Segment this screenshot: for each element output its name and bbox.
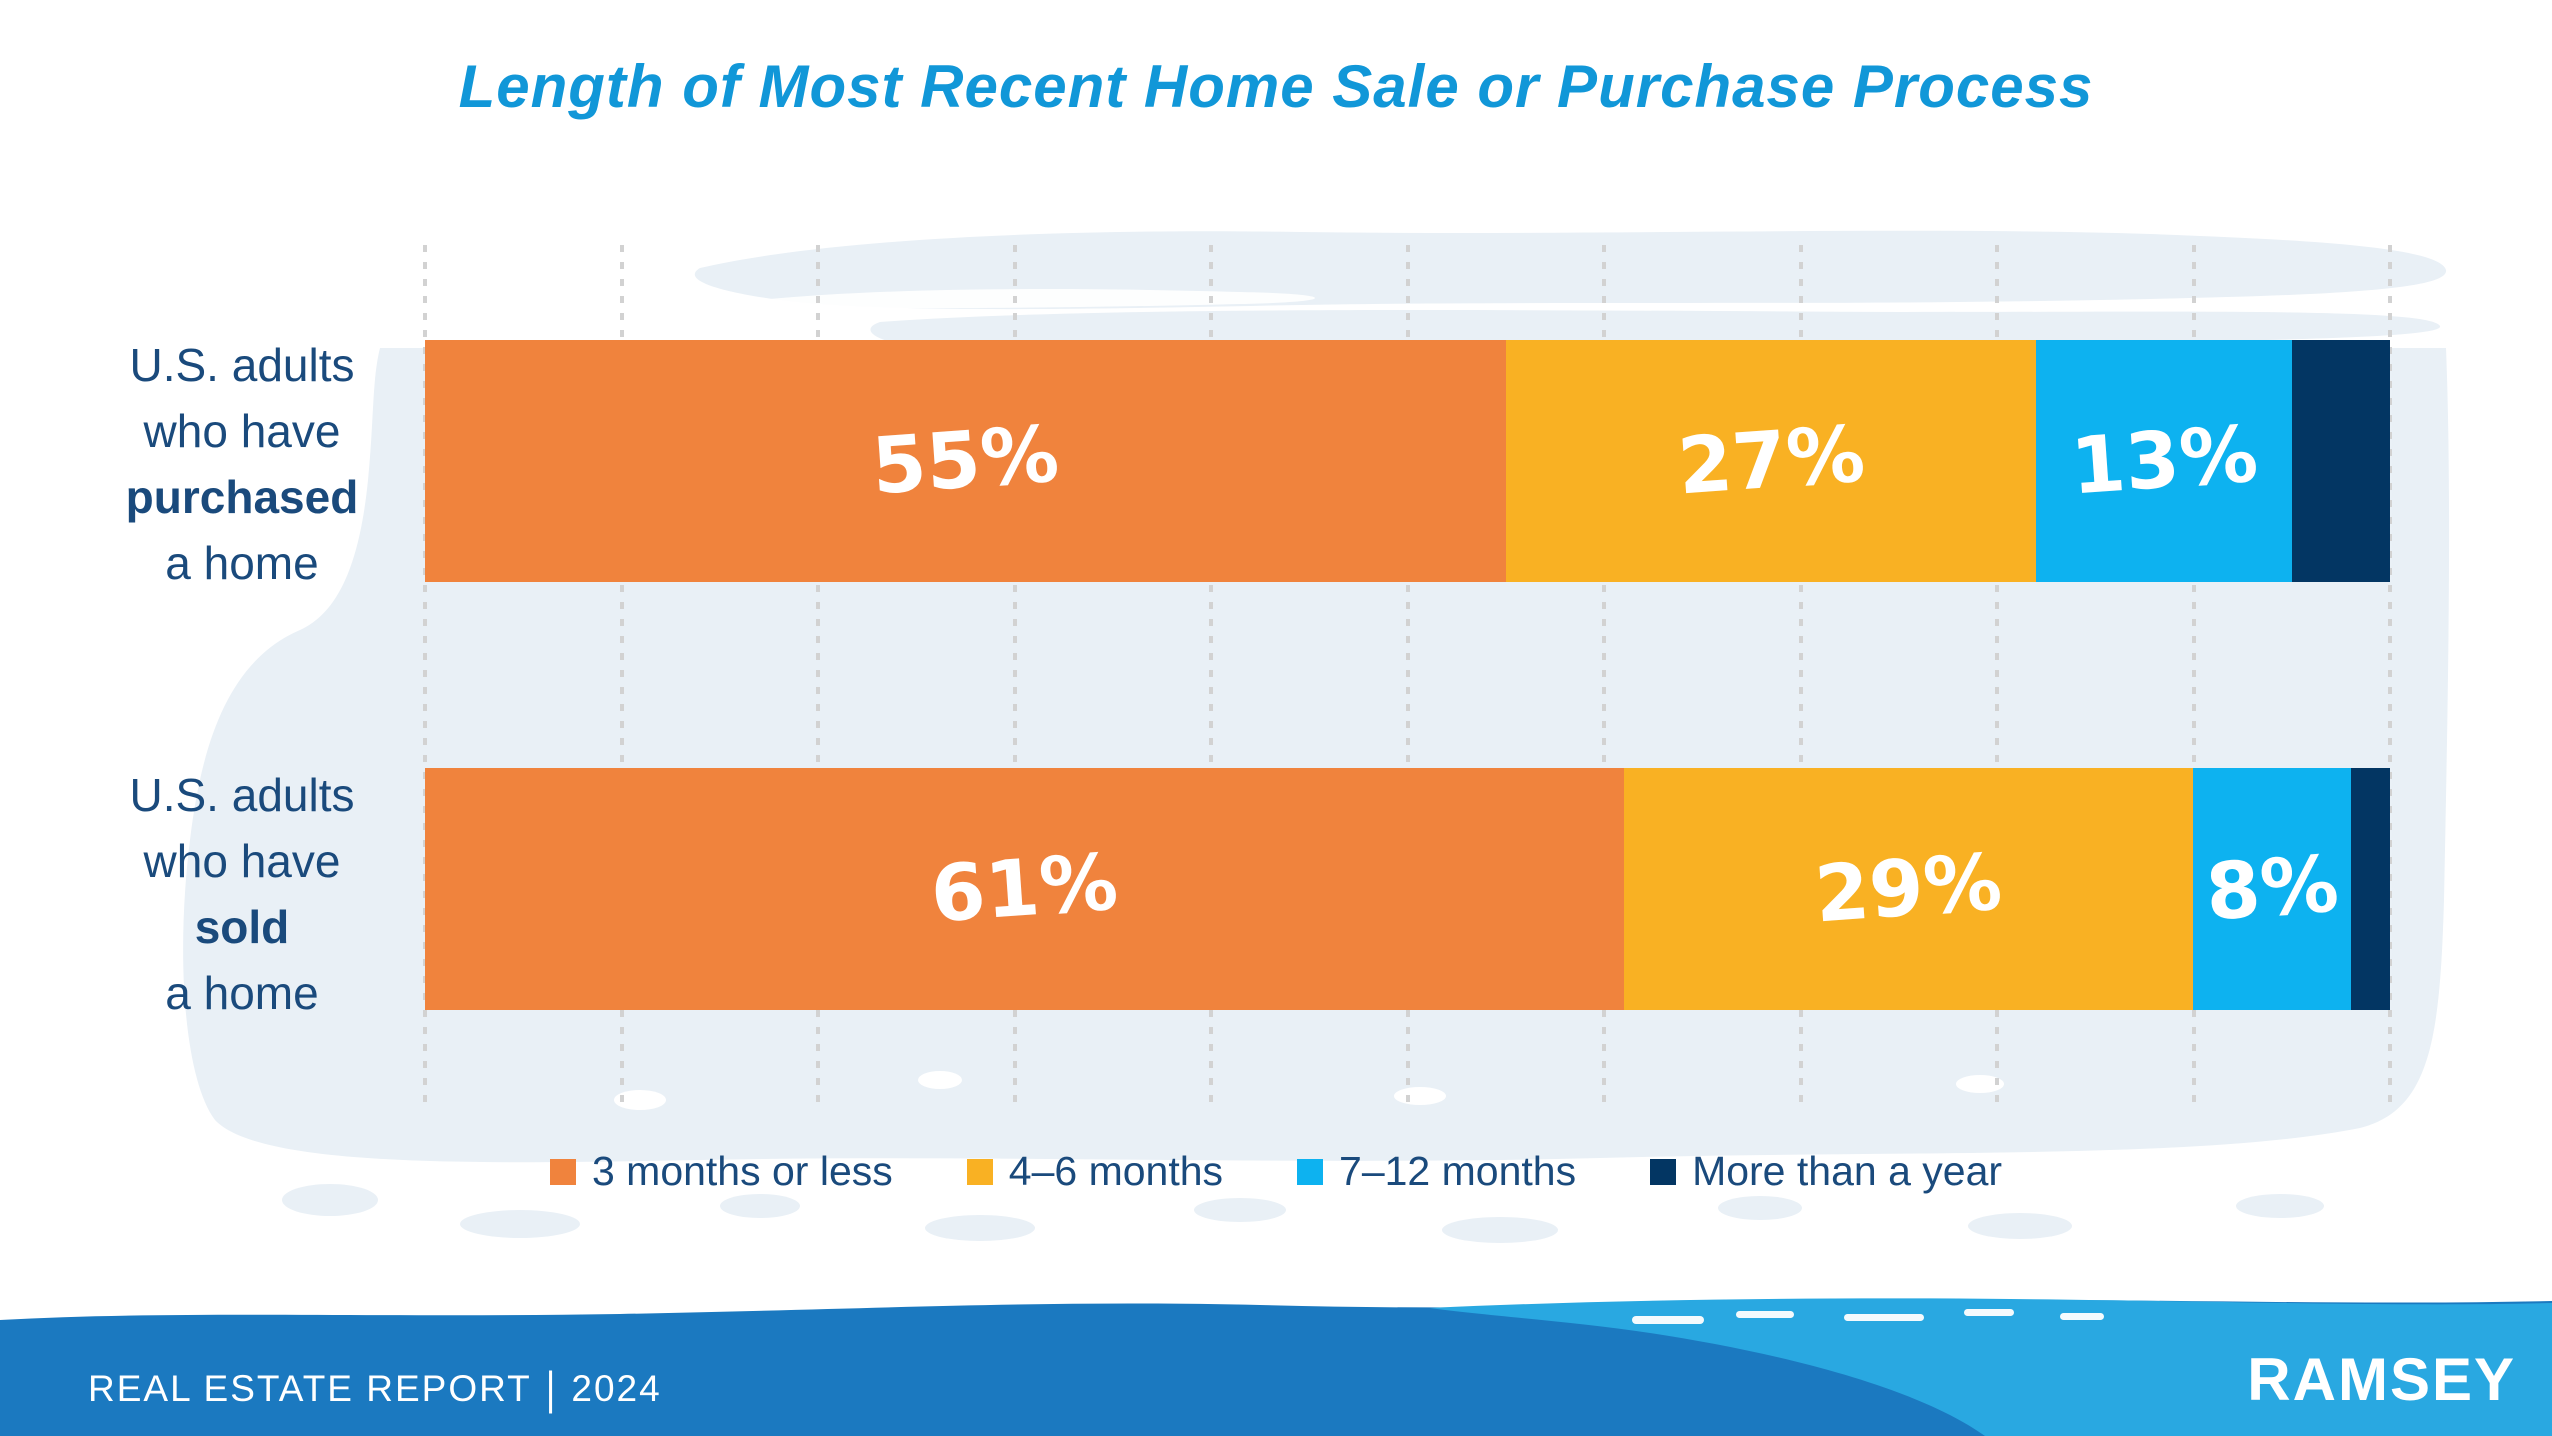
gridline-50pct bbox=[1405, 245, 1410, 1102]
bar-sold: 61% 29% 8% bbox=[425, 768, 2390, 1010]
value-label: 61% bbox=[928, 837, 1121, 941]
gridline-0pct bbox=[423, 245, 427, 1102]
gridline-70pct bbox=[1798, 245, 1803, 1102]
legend: 3 months or less 4–6 months 7–12 months Mor… bbox=[0, 1148, 2552, 1195]
value-label: 27% bbox=[1674, 409, 1868, 513]
gridline-80pct bbox=[1995, 245, 1999, 1102]
bar-segment-3-months-or-less: 55% bbox=[425, 340, 1506, 582]
category-label-line: purchased bbox=[125, 471, 359, 523]
bar-segment-7-12-months: 8% bbox=[2193, 768, 2351, 1010]
category-label-sold: U.S. adults who have sold a home bbox=[62, 762, 422, 1026]
ramsey-logo: RAMSEY bbox=[2247, 1346, 2516, 1413]
bar-purchased: 55% 27% 13% bbox=[425, 340, 2390, 582]
bar-segment-4-6-months: 29% bbox=[1623, 768, 2194, 1010]
gridline-10pct bbox=[619, 245, 624, 1102]
report-separator: | bbox=[545, 1362, 558, 1414]
category-label-line: U.S. adults bbox=[129, 769, 355, 821]
footer-wave bbox=[0, 1298, 2552, 1436]
category-label-purchased: U.S. adults who have purchased a home bbox=[62, 332, 422, 596]
chart-title: Length of Most Recent Home Sale or Purch… bbox=[458, 53, 2094, 120]
gridline-30pct bbox=[1012, 245, 1017, 1102]
value-label: 55% bbox=[869, 409, 1062, 513]
bar-segment-more-than-a-year bbox=[2350, 768, 2390, 1010]
category-label-line: who have bbox=[143, 835, 341, 887]
value-label: 8% bbox=[2202, 839, 2342, 939]
bar-segment-more-than-a-year bbox=[2291, 340, 2390, 582]
value-label: 13% bbox=[2067, 409, 2261, 513]
gridline-60pct bbox=[1602, 245, 1606, 1102]
value-label: 29% bbox=[1812, 837, 2005, 941]
legend-swatch-icon bbox=[1297, 1158, 1324, 1185]
plot-area: 55% 27% 13% 61% 29% 8% bbox=[423, 245, 2392, 1102]
bar-segment-7-12-months: 13% bbox=[2036, 340, 2292, 582]
bar-segment-4-6-months: 27% bbox=[1505, 340, 2037, 582]
legend-swatch-icon bbox=[966, 1158, 993, 1185]
legend-item-more-than-a-year: More than a year bbox=[1650, 1148, 2002, 1195]
category-label-line: U.S. adults bbox=[129, 339, 355, 391]
category-label-line: who have bbox=[143, 405, 341, 457]
legend-item-7-12-months: 7–12 months bbox=[1297, 1148, 1576, 1195]
legend-item-4-6-months: 4–6 months bbox=[966, 1148, 1224, 1195]
footer-band: REAL ESTATE REPORT | 2024 RAMSEY bbox=[0, 1290, 2552, 1436]
report-year: 2024 bbox=[571, 1368, 662, 1409]
legend-label: More than a year bbox=[1692, 1148, 2003, 1194]
gridline-90pct bbox=[2191, 245, 2196, 1102]
legend-swatch-icon bbox=[549, 1158, 576, 1185]
bar-segment-3-months-or-less: 61% bbox=[425, 768, 1624, 1010]
legend-item-3-months-or-less: 3 months or less bbox=[549, 1148, 893, 1195]
gridline-20pct bbox=[816, 245, 820, 1102]
gridline-100pct bbox=[2388, 245, 2392, 1102]
report-title: REAL ESTATE REPORT bbox=[88, 1368, 532, 1409]
gridline-40pct bbox=[1209, 245, 1213, 1102]
category-label-line: sold bbox=[194, 901, 290, 953]
report-label: REAL ESTATE REPORT | 2024 bbox=[88, 1363, 662, 1414]
category-label-line: a home bbox=[165, 537, 319, 589]
legend-swatch-icon bbox=[1650, 1158, 1677, 1185]
category-label-line: a home bbox=[165, 967, 319, 1019]
legend-label: 4–6 months bbox=[1008, 1148, 1224, 1194]
legend-label: 7–12 months bbox=[1339, 1148, 1577, 1194]
legend-label: 3 months or less bbox=[591, 1148, 893, 1194]
